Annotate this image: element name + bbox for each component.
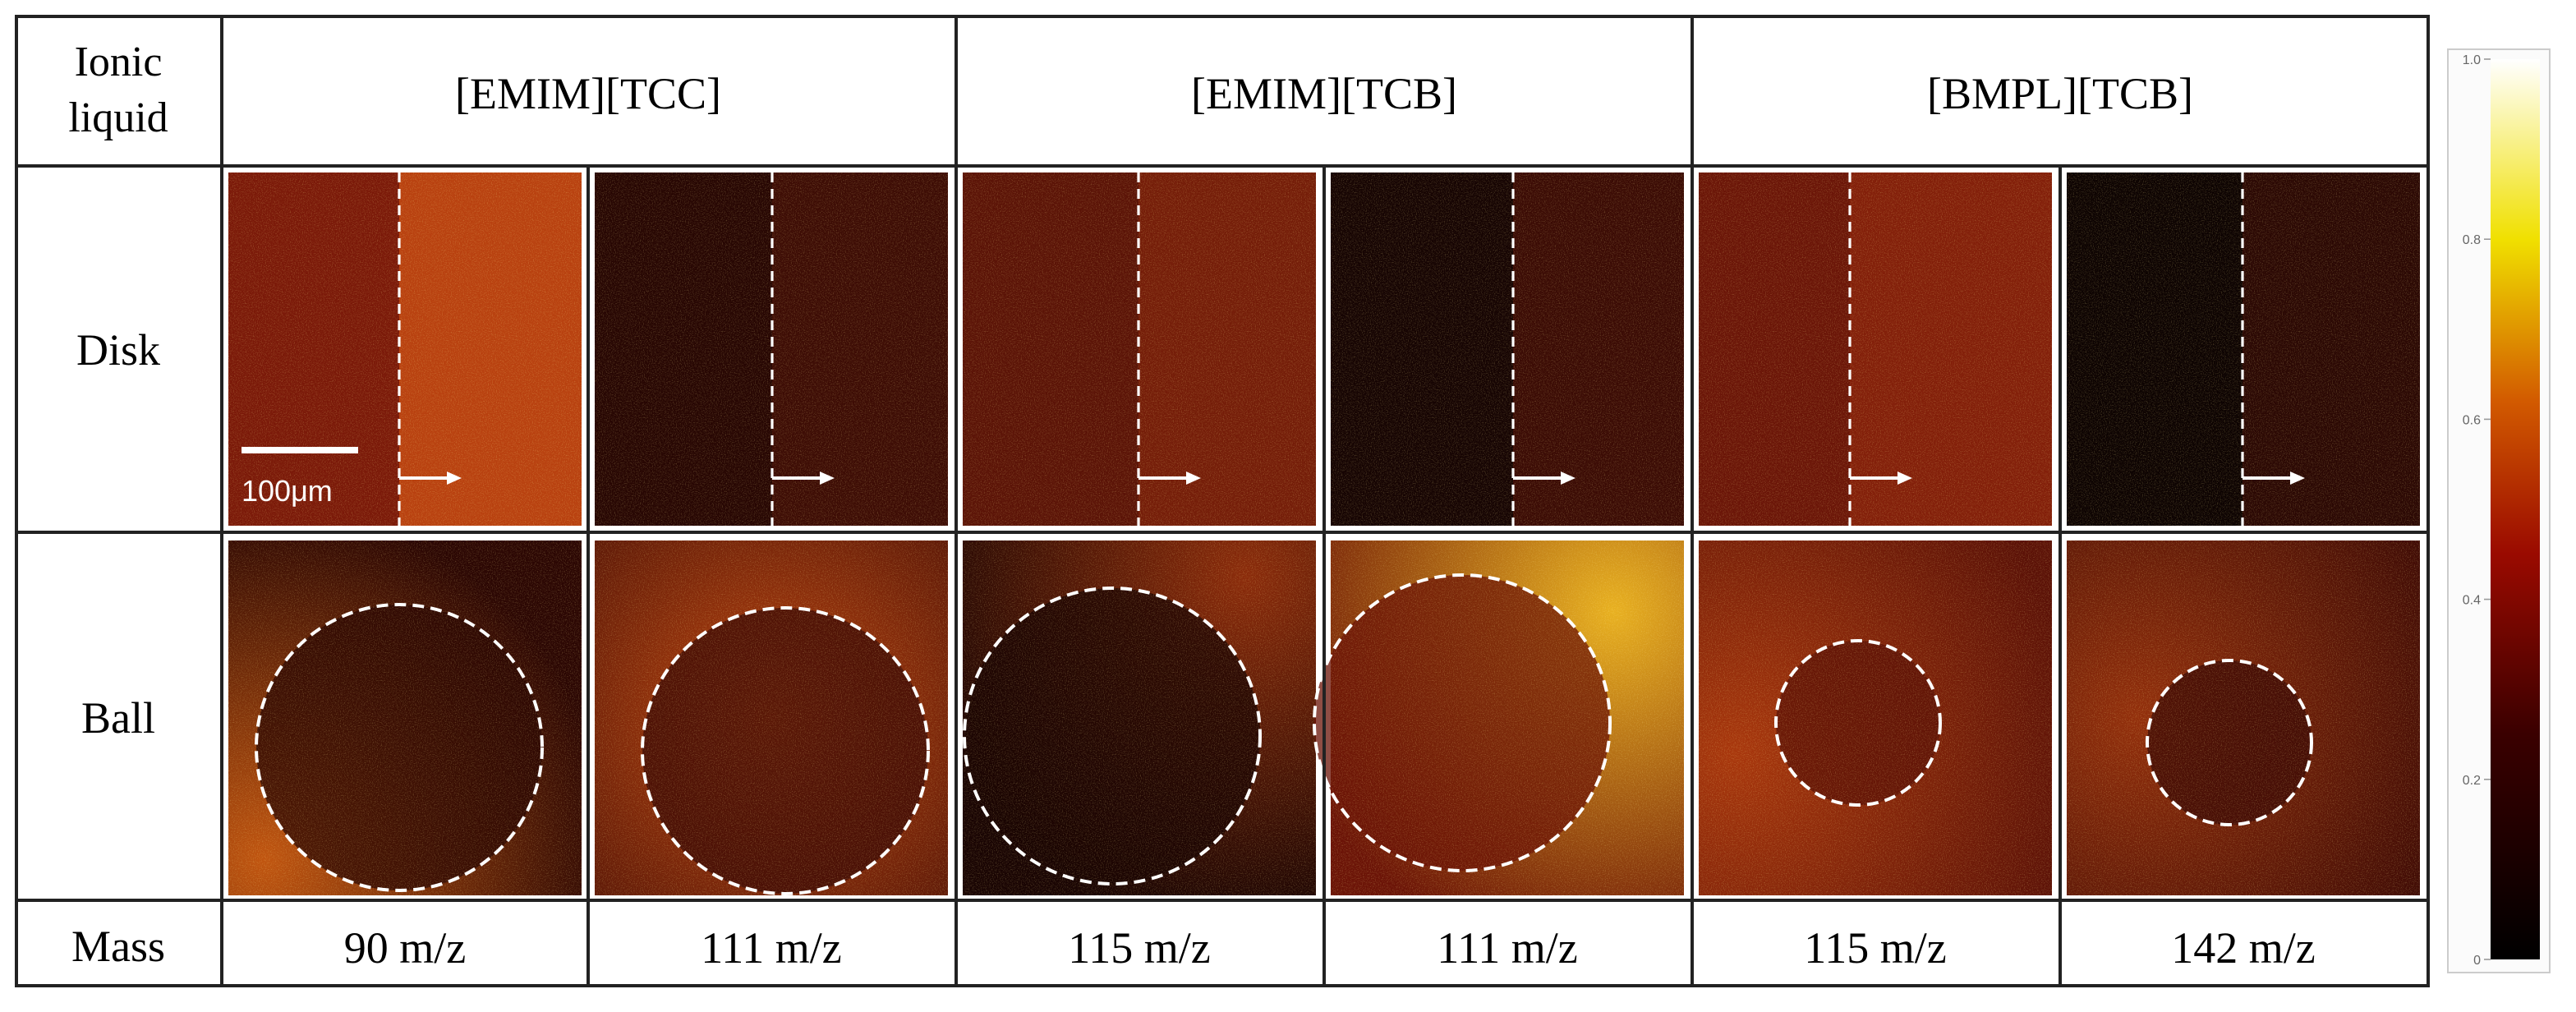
wear-circle — [963, 586, 1262, 886]
arrow-head — [1186, 472, 1201, 485]
mass-value: 115 m/z — [1068, 923, 1210, 973]
noise — [1699, 540, 2052, 895]
arrow-head — [820, 472, 835, 485]
noise — [1331, 540, 1684, 895]
liquid-header: [BMPL][TCB] — [1927, 69, 2193, 118]
scale-bar-label: 100μm — [242, 474, 333, 508]
noise — [595, 540, 948, 895]
mass-value: 115 m/z — [1804, 923, 1946, 973]
colorbar-tick-label: 0.2 — [2463, 774, 2481, 788]
mass-value: 111 m/z — [1437, 923, 1577, 973]
arrow-head — [447, 472, 462, 485]
masses: 90 m/z 111 m/z 115 m/z 111 m/z 115 m/z 142 m/… — [344, 923, 2316, 973]
colorbar-tick-label: 0 — [2473, 954, 2481, 968]
mass-value: 142 m/z — [2171, 923, 2315, 973]
noise — [228, 172, 582, 526]
header-label: liquid — [68, 94, 168, 141]
liquid-header: [EMIM][TCB] — [1191, 69, 1457, 118]
images — [228, 172, 2420, 895]
arrow-head — [1561, 472, 1576, 485]
noise — [2067, 540, 2420, 895]
noise — [963, 540, 1316, 895]
header-label: Ionic — [75, 39, 163, 85]
colorbar-tick-label: 1.0 — [2463, 53, 2481, 67]
row-label: Mass — [71, 922, 165, 971]
mass-value: 111 m/z — [701, 923, 841, 973]
colorbar-tick-label: 0.8 — [2463, 233, 2481, 247]
liquid-header: [EMIM][TCC] — [455, 69, 721, 118]
wear-circle — [255, 603, 544, 892]
row-label: Disk — [76, 325, 160, 375]
arrow-head — [1898, 472, 1912, 485]
noise — [228, 540, 582, 895]
wear-circle — [1774, 639, 1942, 807]
table-grid — [15, 15, 2430, 987]
colorbar — [2491, 59, 2540, 959]
colorbar-tick-label: 0.4 — [2463, 594, 2481, 608]
noise — [1699, 172, 2052, 526]
noise — [1331, 172, 1684, 526]
wear-circle — [1313, 573, 1612, 872]
row-label: Ball — [81, 693, 155, 743]
colorbar-ticks: 0 0.2 0.4 0.6 0.8 1.0 — [2463, 53, 2491, 968]
wear-circle — [2146, 659, 2313, 826]
wear-circle — [641, 606, 930, 895]
colorbar-tick-label: 0.6 — [2463, 413, 2481, 427]
arrow-head — [2290, 472, 2305, 485]
mass-value: 90 m/z — [344, 923, 466, 973]
